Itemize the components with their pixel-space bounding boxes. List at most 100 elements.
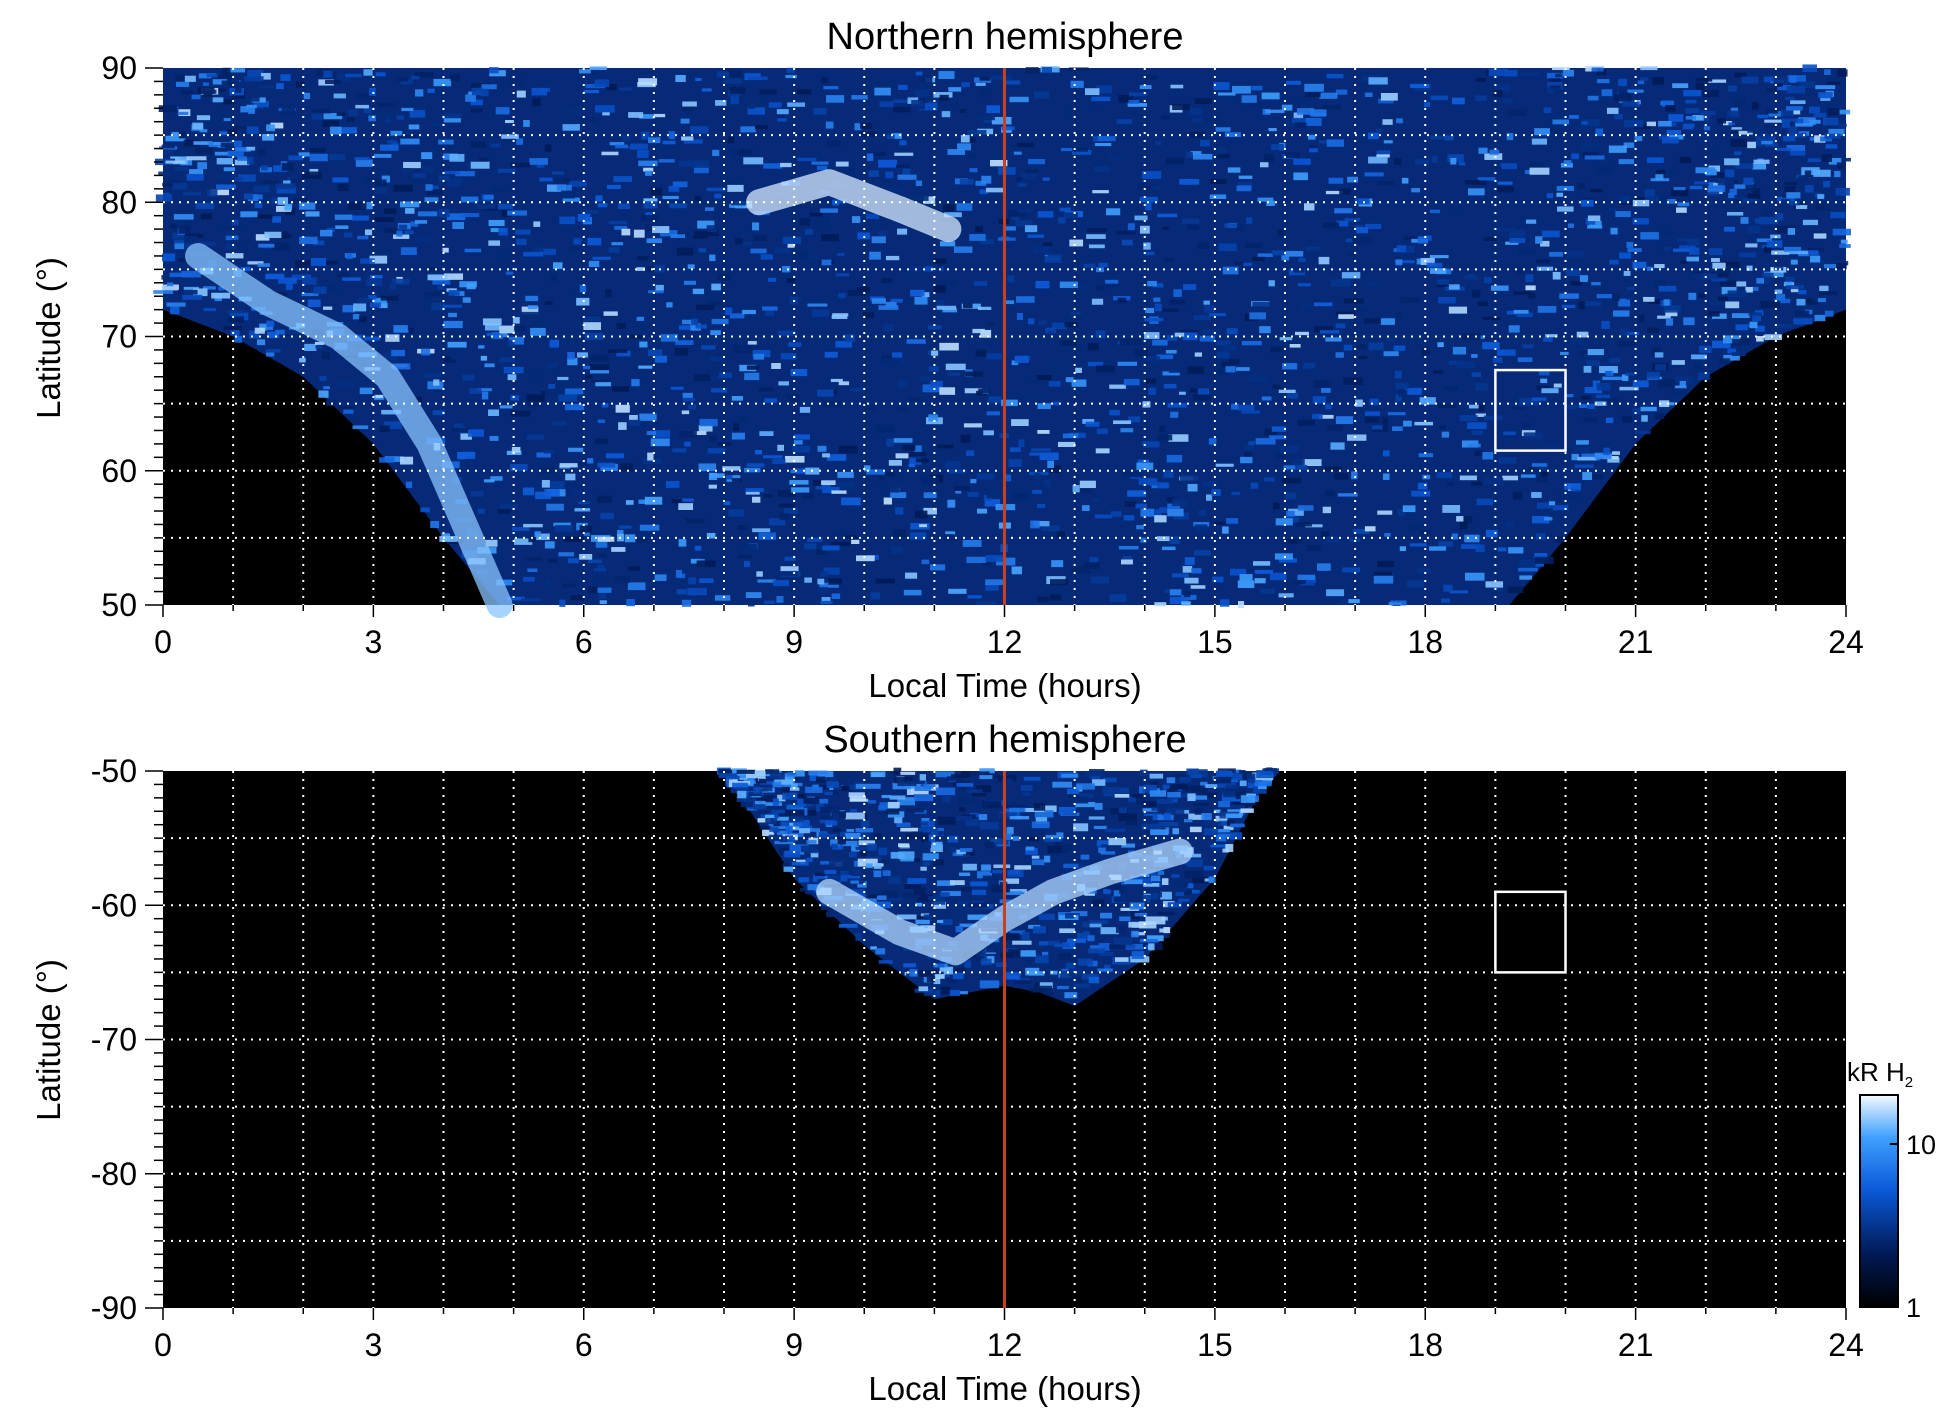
- emission-cell: [1693, 271, 1704, 275]
- emission-cell: [170, 156, 188, 165]
- emission-cell: [755, 125, 768, 130]
- emission-cell: [312, 108, 331, 114]
- emission-cell: [194, 147, 214, 155]
- emission-cell: [381, 409, 401, 415]
- emission-cell: [814, 872, 826, 876]
- emission-cell: [1634, 196, 1645, 201]
- emission-cell: [1552, 67, 1570, 71]
- emission-cell: [808, 255, 819, 259]
- emission-cell: [482, 318, 502, 326]
- emission-cell: [810, 852, 819, 858]
- emission-cell: [1268, 128, 1277, 132]
- emission-cell: [1181, 218, 1200, 225]
- emission-cell: [690, 323, 701, 331]
- emission-cell: [527, 568, 538, 573]
- emission-cell: [335, 382, 354, 387]
- emission-cell: [583, 531, 590, 536]
- emission-cell: [609, 142, 625, 146]
- emission-cell: [1587, 349, 1604, 356]
- emission-cell: [780, 353, 797, 360]
- emission-cell: [1225, 366, 1236, 373]
- emission-cell: [780, 162, 792, 168]
- emission-cell: [288, 155, 304, 161]
- emission-cell: [682, 392, 693, 398]
- emission-cell: [897, 781, 917, 787]
- emission-cell: [1108, 154, 1122, 160]
- emission-cell: [1637, 80, 1645, 85]
- emission-cell: [982, 561, 992, 566]
- emission-cell: [1187, 483, 1198, 492]
- emission-cell: [591, 379, 611, 384]
- emission-cell: [967, 914, 988, 920]
- emission-cell: [915, 180, 923, 187]
- emission-cell: [271, 197, 284, 205]
- emission-cell: [845, 833, 864, 839]
- emission-cell: [471, 108, 483, 113]
- emission-cell: [558, 552, 575, 557]
- emission-cell: [533, 221, 541, 227]
- emission-cell: [1658, 379, 1679, 388]
- emission-cell: [169, 223, 177, 229]
- emission-cell: [1135, 503, 1147, 509]
- emission-cell: [1638, 314, 1645, 323]
- emission-cell: [1223, 824, 1234, 831]
- emission-cell: [966, 556, 987, 564]
- emission-cell: [252, 214, 273, 219]
- emission-cell: [1024, 225, 1038, 233]
- emission-cell: [691, 318, 699, 326]
- emission-cell: [851, 539, 860, 545]
- emission-cell: [1319, 330, 1340, 334]
- emission-cell: [1057, 441, 1076, 448]
- emission-cell: [490, 188, 506, 192]
- y-tick-labels: -90-80-70-60-50: [91, 753, 137, 1326]
- emission-cell: [1585, 301, 1602, 307]
- emission-cell: [393, 184, 413, 192]
- x-tick-label: 0: [154, 624, 172, 660]
- emission-cell: [1352, 528, 1370, 534]
- emission-cell: [1141, 823, 1162, 830]
- emission-cell: [344, 232, 353, 238]
- emission-cell: [1808, 106, 1820, 114]
- emission-cell: [1652, 77, 1664, 85]
- emission-cell: [544, 578, 551, 586]
- emission-cell: [211, 292, 231, 299]
- emission-cell: [1625, 372, 1636, 376]
- emission-cell: [400, 247, 417, 255]
- emission-cell: [1789, 201, 1800, 206]
- emission-cell: [1417, 482, 1428, 490]
- emission-cell: [817, 578, 825, 585]
- emission-cell: [450, 74, 460, 81]
- emission-cell: [363, 106, 372, 114]
- emission-cell: [1632, 380, 1649, 388]
- emission-cell: [1090, 776, 1101, 780]
- emission-cell: [1194, 98, 1212, 105]
- emission-cell: [706, 301, 723, 306]
- emission-cell: [616, 350, 631, 357]
- emission-cell: [1622, 101, 1637, 107]
- emission-cell: [955, 925, 963, 933]
- emission-cell: [1475, 95, 1487, 102]
- emission-cell: [1813, 112, 1827, 118]
- emission-cell: [1574, 464, 1594, 468]
- emission-cell: [849, 796, 867, 802]
- emission-cell: [1647, 157, 1664, 164]
- emission-cell: [903, 589, 922, 596]
- emission-cell: [834, 531, 851, 536]
- emission-cell: [1035, 817, 1048, 824]
- emission-cell: [423, 373, 442, 378]
- emission-cell: [1834, 170, 1841, 178]
- emission-cell: [790, 783, 798, 788]
- emission-cell: [1529, 167, 1550, 175]
- emission-cell: [857, 881, 867, 888]
- emission-cell: [972, 328, 985, 334]
- emission-cell: [1364, 172, 1384, 177]
- emission-cell: [1230, 568, 1247, 576]
- emission-cell: [220, 142, 235, 148]
- emission-cell: [1536, 259, 1551, 264]
- emission-cell: [1213, 776, 1232, 784]
- emission-cell: [501, 134, 519, 139]
- emission-cell: [958, 797, 977, 804]
- emission-cell: [746, 807, 758, 811]
- emission-cell: [1810, 259, 1826, 268]
- emission-cell: [1118, 807, 1128, 814]
